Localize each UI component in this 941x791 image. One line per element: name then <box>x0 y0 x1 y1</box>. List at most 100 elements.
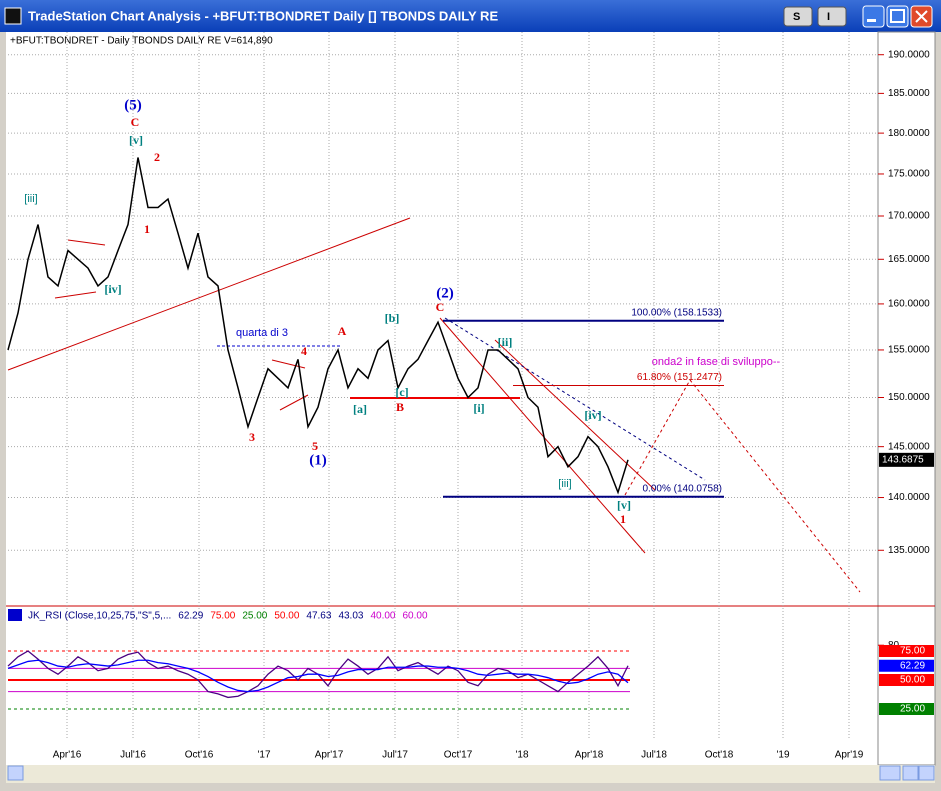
trend-line <box>67 239 106 246</box>
wave-label: [v] <box>129 133 143 147</box>
wave-label: quarta di 3 <box>236 327 288 339</box>
rsi-tag <box>879 674 934 686</box>
trend-line <box>494 339 656 491</box>
rsi-tag <box>879 645 934 657</box>
wave-label: 2 <box>154 150 160 164</box>
x-tick-label: Jul'18 <box>641 750 667 761</box>
rsi-header-item: 40.00 <box>370 611 395 622</box>
wave-label: 5 <box>312 439 318 453</box>
x-tick-label: '17 <box>257 750 270 761</box>
i-button[interactable] <box>817 6 847 27</box>
y-tick-label: 190.0000 <box>888 49 930 60</box>
indicator-icon <box>8 609 22 621</box>
y-tick-label: 145.0000 <box>888 441 930 452</box>
rsi-header-item: 50.00 <box>274 611 299 622</box>
scroll-thumb[interactable] <box>879 765 901 781</box>
i-button-label: I <box>827 11 830 23</box>
chart-header: +BFUT:TBONDRET - Daily TBONDS DAILY RE V… <box>10 36 273 47</box>
wave-label: 3 <box>249 430 255 444</box>
wave-label: C <box>131 115 140 129</box>
s-button[interactable] <box>783 6 813 27</box>
x-tick-label: Apr'18 <box>575 750 604 761</box>
x-tick-label: Oct'16 <box>185 750 214 761</box>
x-tick-label: '18 <box>515 750 528 761</box>
x-tick-label: Apr'17 <box>315 750 344 761</box>
price-line <box>7 157 629 495</box>
y-tick-label: 135.0000 <box>888 545 930 556</box>
wave-label: (5) <box>124 97 142 113</box>
wave-label: onda2 in fase di sviluppo-- <box>652 356 781 368</box>
x-tick-label: Oct'18 <box>705 750 734 761</box>
y-tick-label: 140.0000 <box>888 492 930 503</box>
rsi-header-item: 60.00 <box>403 611 428 622</box>
rsi-header-item: 43.03 <box>338 611 363 622</box>
rsi-average-line <box>7 659 629 693</box>
wave-label: (2) <box>436 285 454 301</box>
x-tick-label: Apr'19 <box>835 750 864 761</box>
y-tick-label: 165.0000 <box>888 254 930 265</box>
rsi-header-item: 62.29 <box>178 611 203 622</box>
minimize-icon <box>867 19 876 22</box>
scroll-end[interactable] <box>918 765 935 781</box>
trend-line <box>54 291 97 299</box>
wave-label: [ii] <box>498 335 513 349</box>
wave-label: [c] <box>395 385 408 399</box>
wave-label: [a] <box>353 402 367 416</box>
wave-label: C <box>436 300 445 314</box>
y-tick-label: 185.0000 <box>888 88 930 99</box>
rsi-tag <box>879 703 934 715</box>
last-price-tag <box>879 452 934 467</box>
y-tick-label: 150.0000 <box>888 392 930 403</box>
minimize-button[interactable] <box>862 5 885 28</box>
y-tick-label: 180.0000 <box>888 128 930 139</box>
trend-line <box>439 317 646 554</box>
price-axis <box>877 31 936 766</box>
maximize-icon <box>890 9 905 23</box>
wave-label: 4 <box>301 344 307 358</box>
fib-label: 100.00% (158.1533) <box>631 307 722 318</box>
x-tick-label: Jul'16 <box>120 750 146 761</box>
close-icon <box>915 10 928 23</box>
rsi-header-item: 75.00 <box>210 611 235 622</box>
rsi-tag-label: 50.00 <box>900 675 925 686</box>
x-tick-label: Jul'17 <box>382 750 408 761</box>
rsi-header-item: JK_RSI (Close,10,25,75,"S",5,... <box>28 611 171 622</box>
scroll-left[interactable] <box>7 765 24 781</box>
s-button-label: S <box>793 11 800 23</box>
window-title: TradeStation Chart Analysis - +BFUT:TBON… <box>28 8 498 23</box>
scrollbar[interactable] <box>6 765 935 783</box>
wave-label: [v] <box>617 498 631 512</box>
x-tick-label: Apr'16 <box>53 750 82 761</box>
rsi-tag-label: 62.29 <box>900 660 925 671</box>
rsi-tag-label: 25.00 <box>900 704 925 715</box>
last-price-label: 143.6875 <box>882 454 924 465</box>
x-tick-label: Oct'17 <box>444 750 473 761</box>
wave-label: [iii] <box>24 193 37 205</box>
fib-label: 61.80% (151.2477) <box>637 372 722 383</box>
wave-label: [i] <box>473 401 484 415</box>
rsi-tag <box>879 659 934 672</box>
fib-label: 0.00% (140.0758) <box>642 483 722 494</box>
rsi-header-item: 47.63 <box>306 611 331 622</box>
wave-label: B <box>396 400 404 414</box>
wave-label: [iv] <box>104 282 121 296</box>
y-tick-label: 155.0000 <box>888 345 930 356</box>
wave-label: [iii] <box>558 478 571 490</box>
rsi-tag-label: 75.00 <box>900 646 925 657</box>
wave-label: [iv] <box>584 408 601 422</box>
wave-label: [b] <box>385 311 400 325</box>
wave-label: 1 <box>620 512 626 526</box>
trend-line <box>624 379 691 496</box>
wave-label: A <box>338 324 347 338</box>
wave-label: (1) <box>309 452 327 468</box>
trend-line <box>7 217 411 371</box>
scroll-right[interactable] <box>902 765 919 781</box>
rsi-header-item: 25.00 <box>242 611 267 622</box>
x-tick-label: '19 <box>776 750 789 761</box>
y-tick-label: 175.0000 <box>888 169 930 180</box>
wave-label: 1 <box>144 222 150 236</box>
y-tick-label: 170.0000 <box>888 211 930 222</box>
app-icon <box>4 7 22 25</box>
